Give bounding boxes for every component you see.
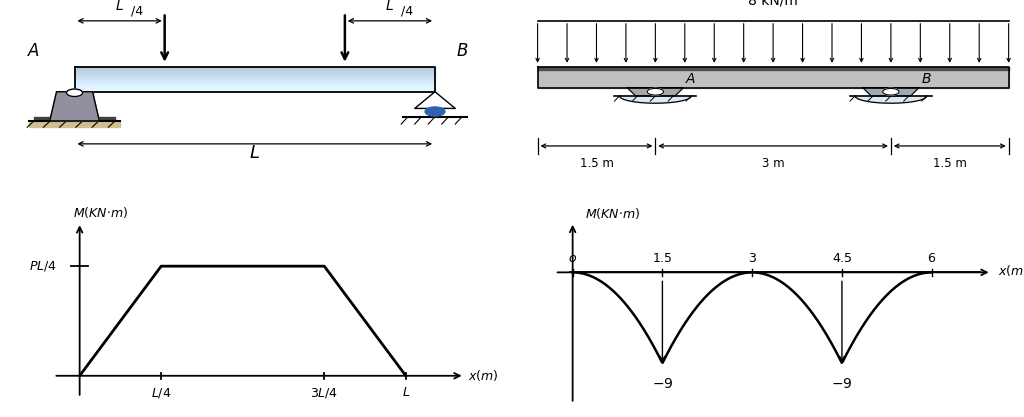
Polygon shape xyxy=(627,88,684,96)
Text: $x(m)$: $x(m)$ xyxy=(468,368,499,383)
Polygon shape xyxy=(855,96,927,103)
Text: $o$: $o$ xyxy=(568,252,578,265)
Text: A: A xyxy=(686,73,695,86)
Text: A: A xyxy=(29,43,40,60)
Text: $L/4$: $L/4$ xyxy=(151,386,171,399)
Text: $3$: $3$ xyxy=(748,252,757,265)
Text: /4: /4 xyxy=(401,5,414,18)
Text: 1.5 m: 1.5 m xyxy=(580,157,613,170)
Circle shape xyxy=(67,89,83,97)
Text: $\it{L}$: $\it{L}$ xyxy=(115,0,124,13)
Circle shape xyxy=(883,88,899,95)
Text: $x(m)$: $x(m)$ xyxy=(997,263,1024,278)
Text: P: P xyxy=(159,0,171,2)
Text: $M(KN{\cdot}m)$: $M(KN{\cdot}m)$ xyxy=(585,206,640,221)
Text: $-9$: $-9$ xyxy=(831,377,853,392)
Polygon shape xyxy=(50,92,99,121)
Circle shape xyxy=(647,88,664,95)
Text: 3 m: 3 m xyxy=(762,157,784,170)
Text: $M(KN{\cdot}m)$: $M(KN{\cdot}m)$ xyxy=(73,205,128,220)
Text: $3L/4$: $3L/4$ xyxy=(310,386,338,399)
Text: P: P xyxy=(339,0,351,2)
Text: $6$: $6$ xyxy=(927,252,936,265)
Text: $\it{L}$: $\it{L}$ xyxy=(385,0,394,13)
Text: $1.5$: $1.5$ xyxy=(652,252,673,265)
Text: $-9$: $-9$ xyxy=(651,377,673,392)
Text: $L$: $L$ xyxy=(401,386,410,399)
Text: /4: /4 xyxy=(131,5,143,18)
Text: 8 kN/m: 8 kN/m xyxy=(749,0,798,7)
Circle shape xyxy=(425,107,444,116)
Text: $\it{L}$: $\it{L}$ xyxy=(249,144,260,163)
Text: $4.5$: $4.5$ xyxy=(831,252,852,265)
Polygon shape xyxy=(620,96,691,103)
Text: B: B xyxy=(922,73,931,86)
Text: B: B xyxy=(457,43,468,60)
Text: 1.5 m: 1.5 m xyxy=(933,157,967,170)
Polygon shape xyxy=(862,88,920,96)
Text: $PL/4$: $PL/4$ xyxy=(29,259,56,273)
